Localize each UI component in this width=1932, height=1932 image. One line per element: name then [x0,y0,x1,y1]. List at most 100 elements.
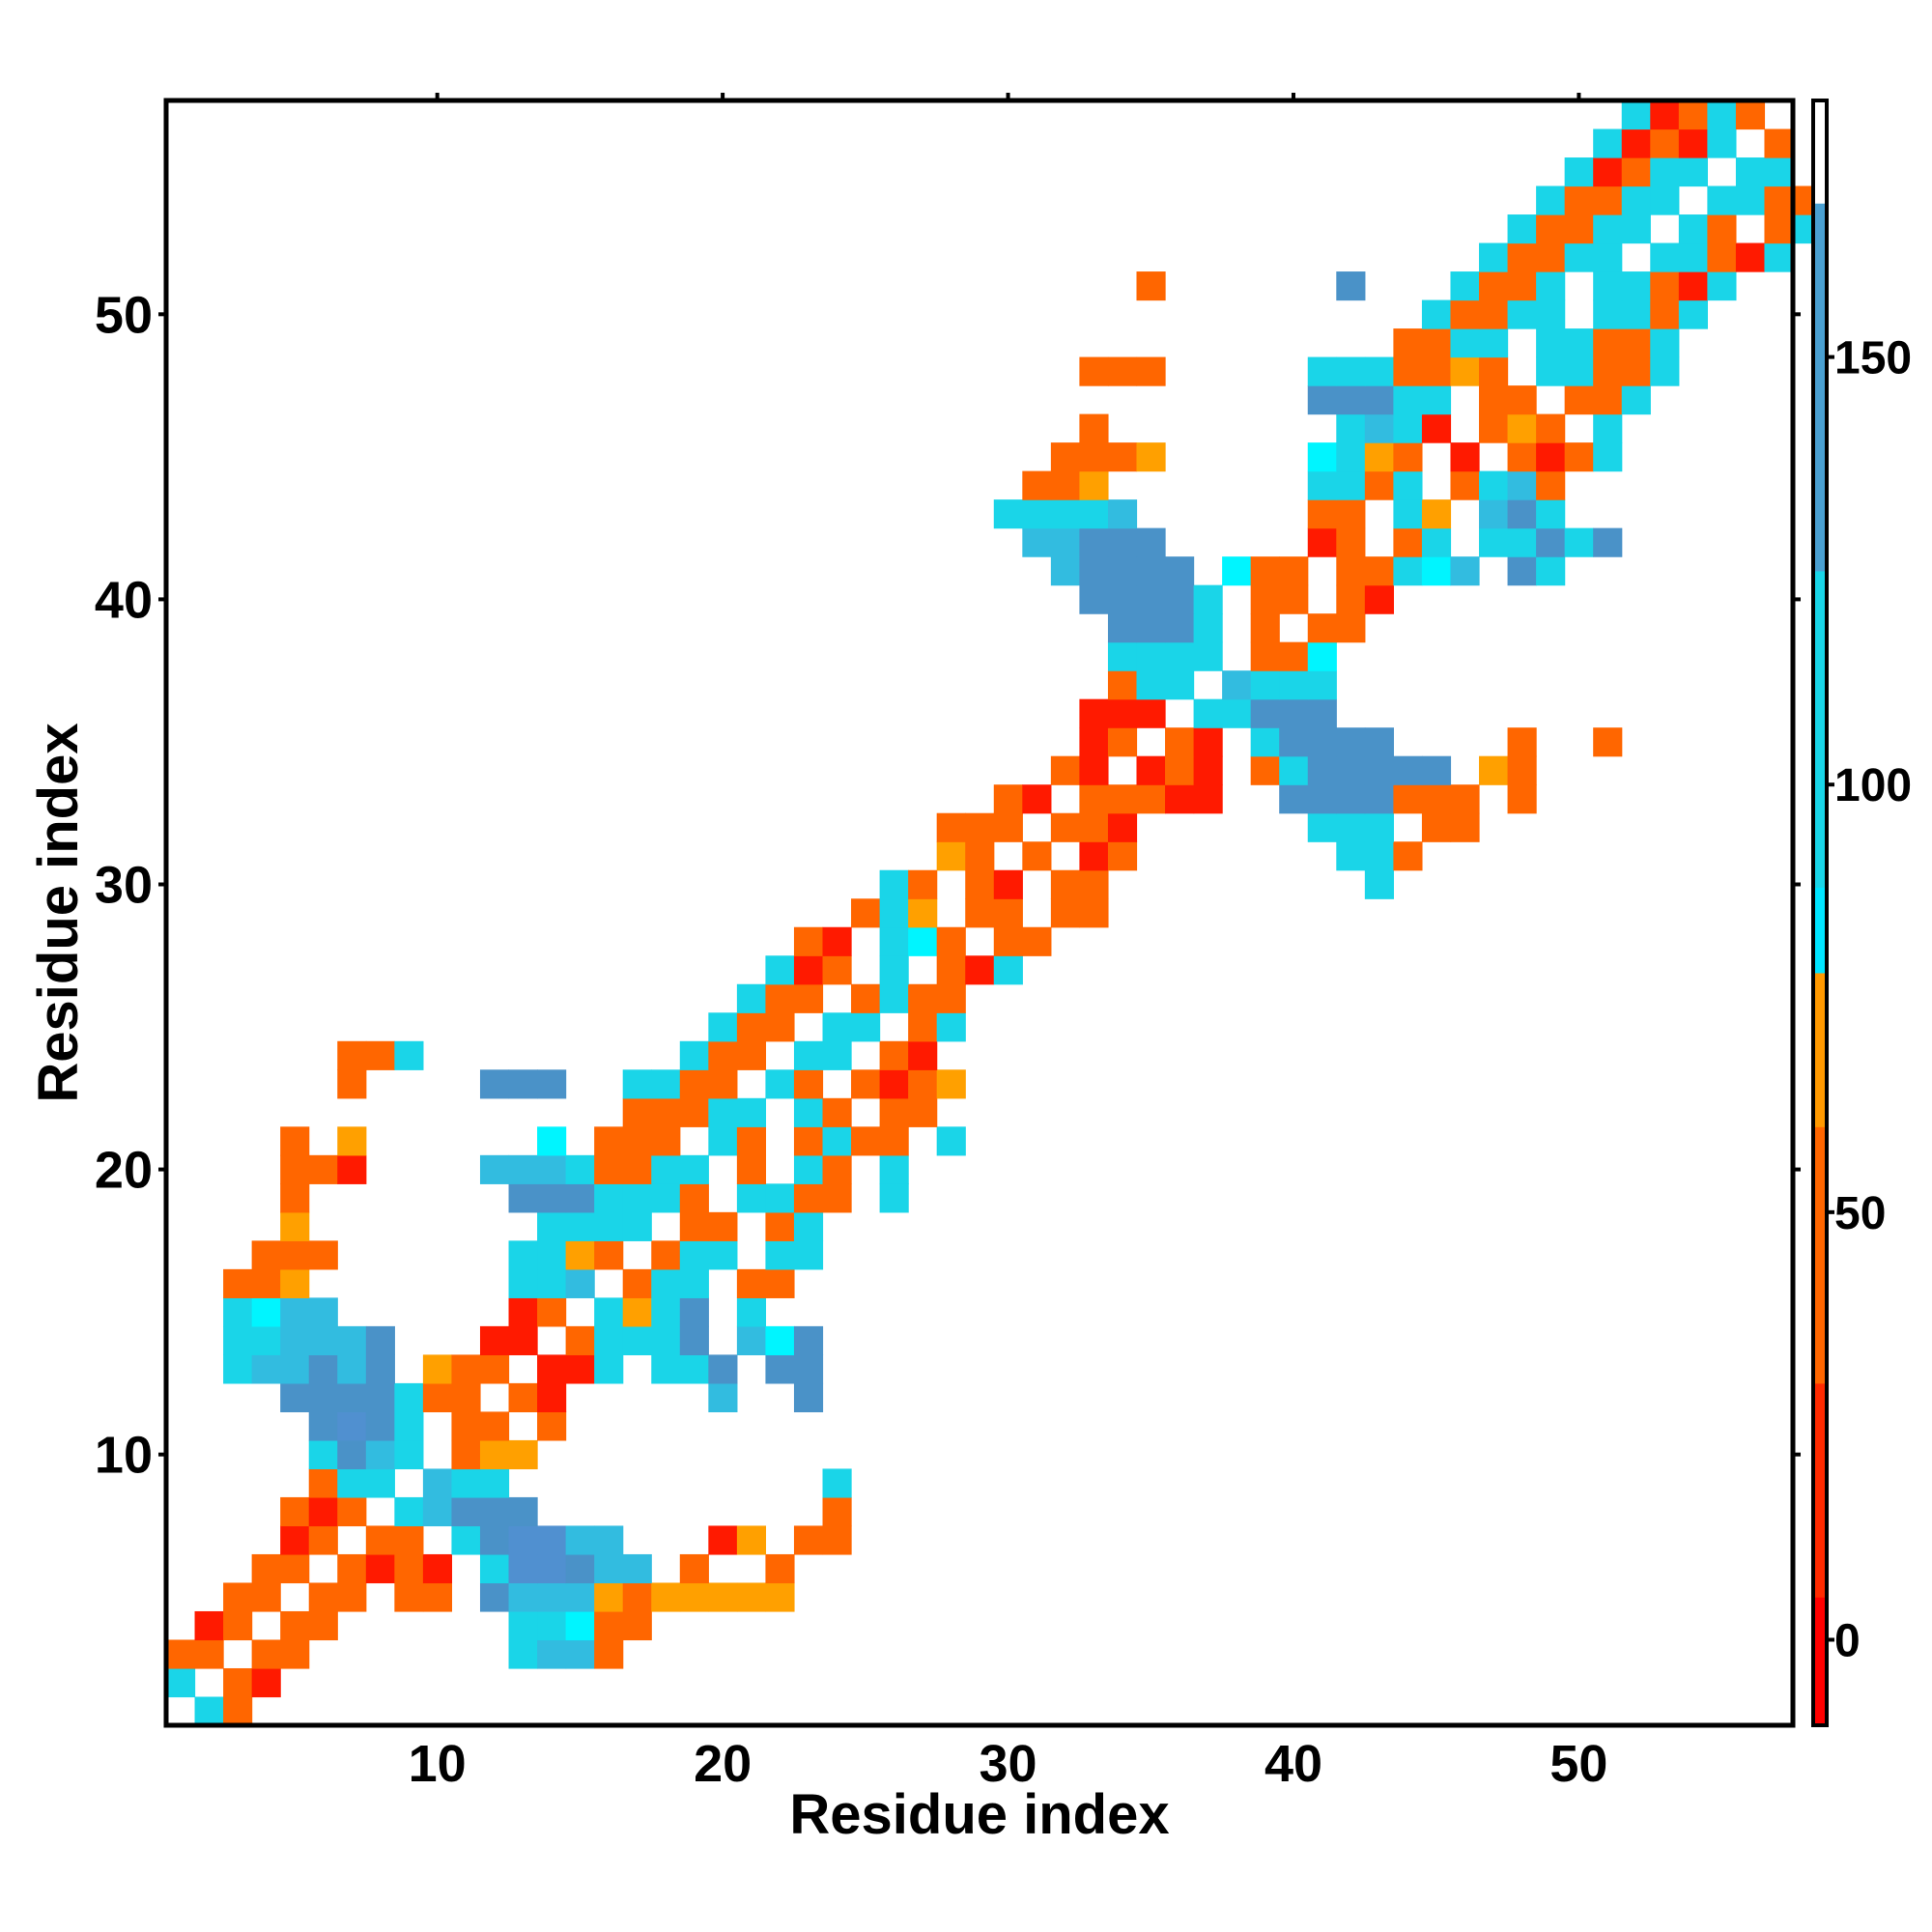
heatmap-cell [1307,670,1337,700]
heatmap-cell [1393,442,1423,472]
heatmap-cell [1022,926,1052,956]
heatmap-cell [308,1240,338,1270]
heatmap-cell [1593,413,1623,443]
heatmap-cell [1764,157,1794,187]
heatmap-cell [1079,755,1109,785]
heatmap-cell [1165,670,1195,700]
heatmap-cell [422,1582,453,1612]
heatmap-cell [736,1297,767,1327]
heatmap-cell [537,1382,567,1412]
heatmap-cell [365,1040,395,1070]
heatmap-cell [879,926,909,956]
heatmap-cell [451,1496,481,1527]
heatmap-cell [1193,641,1223,671]
heatmap-cell [422,1496,453,1527]
heatmap-cell [1193,755,1223,785]
heatmap-cell [537,1639,567,1669]
heatmap-cell [1050,527,1080,557]
heatmap-cell [622,1268,652,1298]
heatmap-cell [365,1382,395,1412]
x-tick-label: 10 [409,1735,467,1793]
heatmap-cell [1650,356,1680,386]
heatmap-cell [479,1069,510,1099]
heatmap-cell [308,1154,338,1184]
heatmap-cell [1621,271,1651,301]
heatmap-cell [679,1268,709,1298]
heatmap-cell [1193,698,1223,728]
heatmap-cell [736,1097,767,1127]
heatmap-cell [1079,812,1109,842]
heatmap-cell [1250,727,1280,757]
heatmap-cell [1022,499,1052,529]
heatmap-cell [1079,556,1109,586]
heatmap-cell [1364,470,1394,500]
heatmap-cell [1136,356,1166,386]
heatmap-cell [879,1040,909,1070]
heatmap-cell [537,1354,567,1384]
heatmap-cell [394,1411,424,1441]
heatmap-cell [1307,698,1337,728]
heatmap-cell [479,1582,510,1612]
colorbar-band [1813,1382,1827,1598]
heatmap-cell [308,1610,338,1641]
heatmap-cell [251,1268,281,1298]
heatmap-cell [308,1525,338,1555]
heatmap-cell [1678,128,1708,158]
heatmap-cell [679,1582,709,1612]
heatmap-cell [793,955,824,985]
heatmap-cell [365,1553,395,1584]
heatmap-cell [1307,613,1337,643]
heatmap-cell [1307,499,1337,529]
heatmap-cell [622,1183,652,1213]
heatmap-cell [936,983,966,1013]
heatmap-cell [565,1525,595,1555]
heatmap-cell [508,1382,538,1412]
heatmap-cell [223,1297,253,1327]
heatmap-cell [1536,470,1566,500]
heatmap-cell [1107,698,1138,728]
heatmap-cell [879,869,909,899]
heatmap-cell [251,1553,281,1584]
heatmap-cell [1421,812,1452,842]
heatmap-cell [1707,185,1737,215]
heatmap-cell [1050,499,1080,529]
heatmap-cell [1250,755,1280,785]
heatmap-cell [879,1097,909,1127]
heatmap-cell [1650,100,1680,130]
heatmap-cell [308,1439,338,1470]
heatmap-cell [1650,157,1680,187]
heatmap-cell [936,1126,966,1156]
heatmap-cell [479,1439,510,1470]
heatmap-cell [1479,385,1509,415]
heatmap-cell [1136,670,1166,700]
heatmap-cell [308,1496,338,1527]
heatmap-cell [679,1354,709,1384]
heatmap-cell [1678,157,1708,187]
heatmap-cell [822,1183,852,1213]
heatmap-cell [793,1040,824,1070]
heatmap-cell [1564,185,1594,215]
heatmap-cell [1022,527,1052,557]
heatmap-cell [1336,271,1366,301]
heatmap-cell [337,1468,367,1498]
heatmap-cell [851,1012,881,1042]
heatmap-cell [594,1240,624,1270]
heatmap-cell [1079,784,1109,814]
heatmap-cell [280,1382,310,1412]
heatmap-cell [308,1382,338,1412]
heatmap-cell [422,1553,453,1584]
heatmap-cell [793,1183,824,1213]
heatmap-cell [965,869,995,899]
heatmap-cell [537,1525,567,1555]
heatmap-cells [166,100,1823,1726]
heatmap-cell [1564,328,1594,358]
heatmap-cell [651,1582,681,1612]
heatmap-cell [1393,556,1423,586]
x-axis: 10 20 30 40 50 [409,93,1607,1793]
heatmap-cell [908,1097,938,1127]
heatmap-cell [708,1012,738,1042]
heatmap-cell [908,869,938,899]
heatmap-cell [1764,214,1794,244]
heatmap-cell [308,1354,338,1384]
heatmap-cell [394,1496,424,1527]
